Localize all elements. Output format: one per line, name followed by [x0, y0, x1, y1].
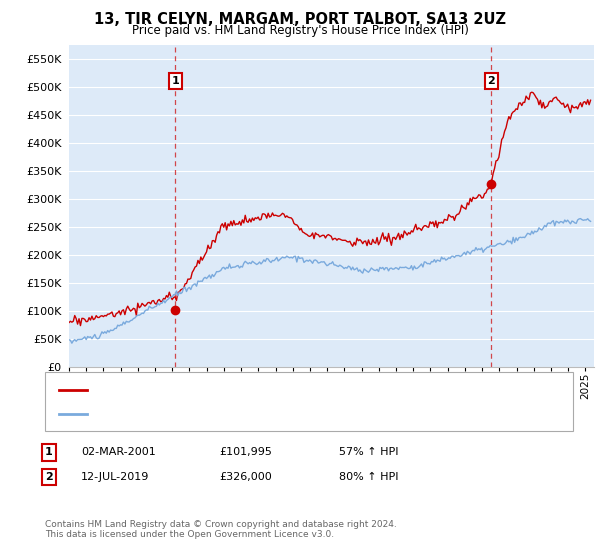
Text: 13, TIR CELYN, MARGAM, PORT TALBOT, SA13 2UZ (detached house): 13, TIR CELYN, MARGAM, PORT TALBOT, SA13… [93, 385, 449, 395]
Text: 57% ↑ HPI: 57% ↑ HPI [339, 447, 398, 458]
Text: 1: 1 [172, 76, 179, 86]
Text: 80% ↑ HPI: 80% ↑ HPI [339, 472, 398, 482]
Text: 2: 2 [488, 76, 495, 86]
Text: 13, TIR CELYN, MARGAM, PORT TALBOT, SA13 2UZ: 13, TIR CELYN, MARGAM, PORT TALBOT, SA13… [94, 12, 506, 27]
Text: HPI: Average price, detached house, Neath Port Talbot: HPI: Average price, detached house, Neat… [93, 408, 376, 418]
Text: 02-MAR-2001: 02-MAR-2001 [81, 447, 156, 458]
Text: £326,000: £326,000 [219, 472, 272, 482]
Text: 1: 1 [45, 447, 53, 458]
Text: 12-JUL-2019: 12-JUL-2019 [81, 472, 149, 482]
Text: £101,995: £101,995 [219, 447, 272, 458]
Text: Contains HM Land Registry data © Crown copyright and database right 2024.
This d: Contains HM Land Registry data © Crown c… [45, 520, 397, 539]
Text: 2: 2 [45, 472, 53, 482]
Text: Price paid vs. HM Land Registry's House Price Index (HPI): Price paid vs. HM Land Registry's House … [131, 24, 469, 37]
